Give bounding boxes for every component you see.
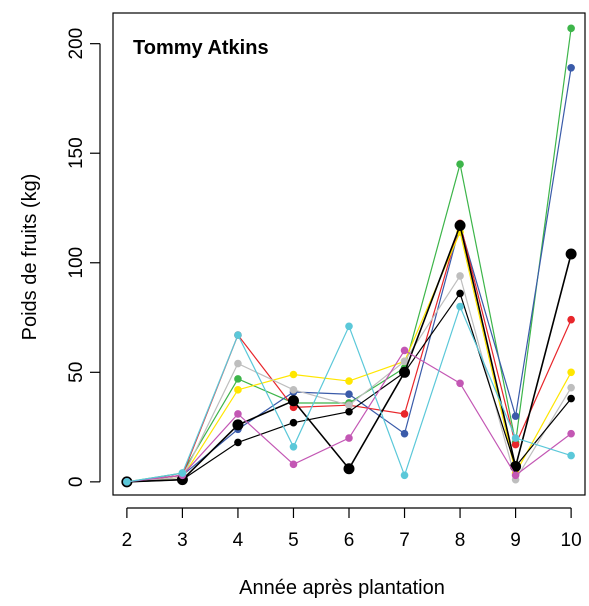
x-tick-label: 6: [344, 530, 355, 551]
data-point: [456, 289, 464, 298]
data-point: [289, 370, 298, 379]
y-tick-label: 50: [66, 362, 87, 383]
data-point: [400, 357, 409, 366]
y-tick-label: 0: [66, 477, 87, 488]
x-tick-label: 4: [233, 530, 244, 551]
data-point: [234, 386, 242, 394]
series-line: [126, 221, 572, 483]
data-point: [399, 366, 411, 378]
data-point: [345, 401, 353, 409]
data-point: [567, 315, 575, 324]
data-point: [345, 390, 353, 399]
data-point: [289, 418, 298, 427]
data-point: [345, 407, 353, 416]
data-point: [123, 478, 131, 486]
data-point: [400, 346, 409, 355]
data-point: [345, 434, 353, 442]
data-point: [345, 322, 353, 331]
data-point: [400, 471, 409, 480]
data-point: [567, 63, 575, 72]
data-point: [456, 160, 464, 168]
y-tick-label: 200: [66, 28, 87, 60]
series-2: [123, 219, 575, 486]
data-point: [234, 375, 242, 383]
data-point: [400, 410, 409, 418]
x-tick-label: 9: [510, 530, 521, 551]
data-point: [510, 461, 522, 473]
data-point: [454, 220, 466, 232]
data-point: [456, 379, 464, 388]
data-point: [511, 412, 520, 420]
data-point: [400, 429, 409, 438]
data-point: [289, 460, 298, 469]
data-point: [567, 394, 575, 403]
data-point: [345, 377, 353, 385]
x-axis-title: Année après plantation: [239, 577, 445, 599]
data-point: [511, 471, 520, 480]
data-point: [567, 383, 575, 392]
x-axis: 2 3 4 5 6 7 8 9 10: [122, 507, 582, 551]
data-point: [232, 419, 244, 431]
y-tick-label: 150: [66, 137, 87, 169]
data-point: [289, 443, 298, 451]
series-1: [123, 63, 575, 486]
data-point: [456, 272, 464, 280]
y-axis: 0 50 100 150 200: [66, 28, 101, 488]
series-line: [126, 222, 572, 483]
data-point: [234, 359, 242, 368]
chart-title: Tommy Atkins: [133, 37, 269, 59]
y-axis-title: Poids de fruits (kg): [19, 174, 41, 341]
series-8: [123, 302, 575, 486]
data-point: [287, 395, 299, 407]
data-point: [234, 410, 242, 418]
data-point: [565, 248, 577, 260]
data-point: [289, 386, 298, 394]
data-point: [567, 451, 575, 460]
series-6: [121, 220, 577, 488]
series-0: [123, 24, 575, 486]
x-tick-label: 5: [288, 530, 299, 551]
plot-frame: [112, 12, 586, 496]
data-point: [343, 463, 355, 475]
data-point: [178, 469, 187, 477]
data-point: [567, 429, 575, 438]
data-point: [456, 302, 464, 311]
data-point: [511, 434, 520, 442]
y-tick-label: 100: [66, 247, 87, 279]
x-tick-label: 2: [122, 530, 133, 551]
data-point: [567, 24, 575, 33]
series-layer: [121, 24, 577, 488]
data-point: [511, 440, 520, 449]
x-tick-label: 8: [455, 530, 466, 551]
data-point: [567, 368, 575, 377]
x-tick-label: 10: [561, 530, 582, 551]
data-point: [234, 331, 242, 339]
x-tick-label: 3: [177, 530, 188, 551]
x-tick-label: 7: [399, 530, 410, 551]
data-point: [234, 438, 242, 447]
